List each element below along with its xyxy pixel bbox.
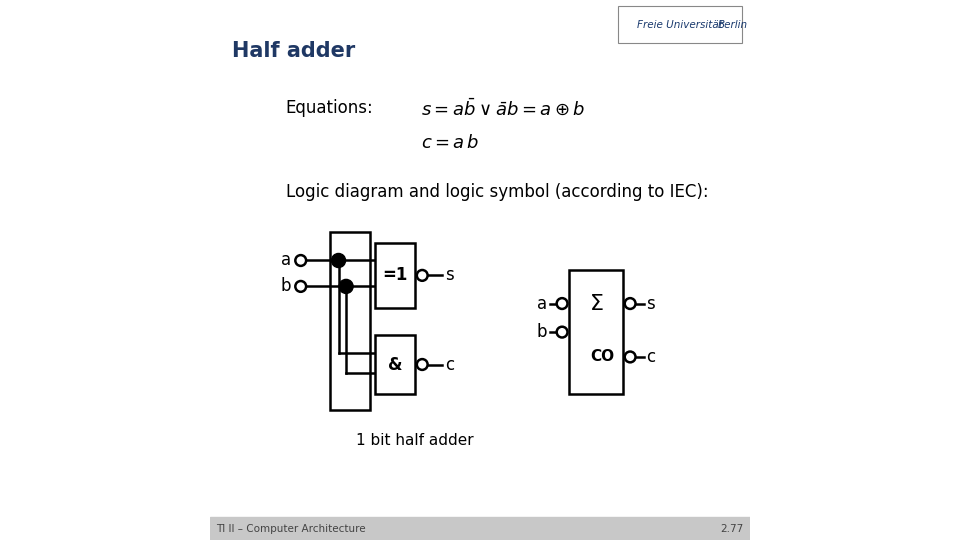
Circle shape — [625, 298, 636, 309]
Text: Berlin: Berlin — [717, 20, 748, 30]
Text: $c = a\,b$: $c = a\,b$ — [420, 134, 479, 152]
Text: a: a — [538, 294, 547, 313]
Bar — [374, 335, 415, 394]
Circle shape — [339, 279, 353, 293]
Circle shape — [625, 352, 636, 362]
Text: c: c — [646, 348, 656, 366]
Text: TI II – Computer Architecture: TI II – Computer Architecture — [216, 524, 366, 534]
Text: =1: =1 — [382, 266, 408, 285]
Bar — [210, 517, 750, 540]
Text: s: s — [646, 294, 655, 313]
Text: s: s — [444, 266, 454, 285]
Circle shape — [557, 298, 567, 309]
Text: &: & — [388, 355, 402, 374]
Text: $\Sigma$: $\Sigma$ — [588, 294, 604, 314]
Circle shape — [417, 359, 427, 370]
Circle shape — [296, 281, 306, 292]
Text: Logic diagram and logic symbol (according to IEC):: Logic diagram and logic symbol (accordin… — [286, 183, 708, 201]
Text: 2.77: 2.77 — [720, 524, 743, 534]
Bar — [569, 270, 623, 394]
Text: Equations:: Equations: — [286, 99, 373, 117]
Text: a: a — [281, 252, 291, 269]
Bar — [330, 232, 371, 410]
Circle shape — [331, 253, 346, 267]
Circle shape — [296, 255, 306, 266]
Bar — [617, 6, 742, 43]
Text: CO: CO — [590, 349, 614, 364]
Text: Half adder: Half adder — [231, 41, 355, 62]
Text: $s = a\bar{b} \vee \bar{a}b = a \oplus b$: $s = a\bar{b} \vee \bar{a}b = a \oplus b… — [420, 98, 585, 118]
Text: b: b — [280, 278, 291, 295]
Text: 1 bit half adder: 1 bit half adder — [356, 433, 474, 448]
Text: c: c — [444, 355, 454, 374]
Text: Freie Universität: Freie Universität — [636, 20, 723, 30]
Bar — [374, 243, 415, 308]
Circle shape — [557, 327, 567, 338]
Circle shape — [417, 270, 427, 281]
Text: b: b — [537, 323, 547, 341]
